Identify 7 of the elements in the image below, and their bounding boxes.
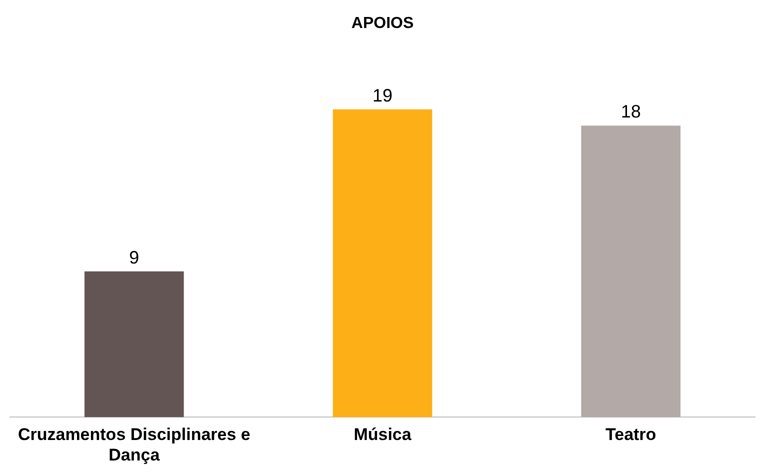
x-tick-label: Cruzamentos Disciplinares e Dança: [18, 425, 250, 464]
data-label: 18: [620, 102, 641, 122]
data-label: 9: [129, 247, 140, 268]
data-label: 19: [372, 85, 393, 106]
chart-title: APOIOS: [351, 15, 414, 32]
x-tick-label: Teatro: [605, 425, 656, 444]
x-tick-label: Música: [354, 425, 412, 444]
